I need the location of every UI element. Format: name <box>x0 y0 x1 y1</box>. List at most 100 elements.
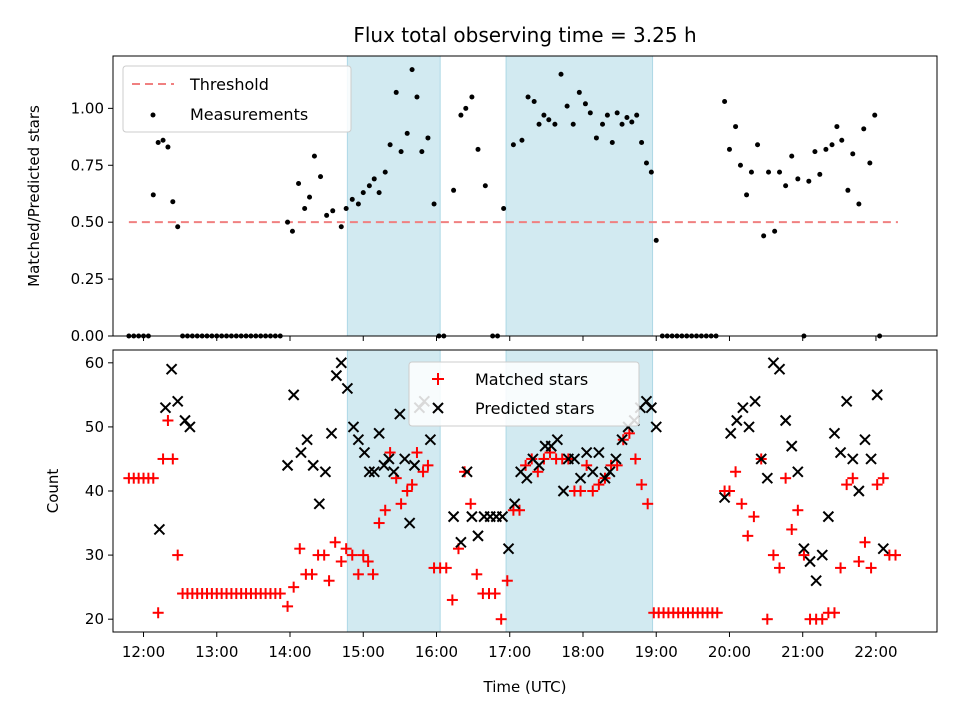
matched-point <box>288 581 300 593</box>
matched-point <box>774 562 786 574</box>
predicted-point <box>184 421 196 433</box>
matched-point <box>440 562 452 574</box>
measurement-point <box>737 162 743 168</box>
predicted-point <box>737 401 749 414</box>
predicted-point <box>574 472 587 484</box>
measurement-point <box>834 124 840 130</box>
predicted-point <box>521 472 533 484</box>
predicted-point <box>363 466 376 478</box>
measurement-point <box>541 112 547 118</box>
matched-point <box>157 453 169 465</box>
measurement-point <box>582 101 588 107</box>
measurement-point <box>587 110 593 116</box>
y-axis-label-top: Matched/Predicted stars <box>25 105 43 287</box>
predicted-point <box>599 472 611 484</box>
predicted-point <box>424 434 437 446</box>
predicted-point <box>159 401 172 414</box>
matched-point <box>636 479 648 491</box>
measurement-point <box>311 153 317 159</box>
predicted-point <box>447 510 460 523</box>
matched-point <box>792 504 804 516</box>
matched-point <box>711 607 723 619</box>
x-tick-label: 18:00 <box>561 643 604 661</box>
x-tick-label: 20:00 <box>708 643 751 661</box>
matched-point <box>828 607 840 619</box>
measurement-point <box>307 194 313 200</box>
predicted-point <box>295 446 307 459</box>
axis-ticks-top: 0.00 0.25 0.50 0.75 1.00 <box>71 99 877 345</box>
predicted-point <box>773 363 786 375</box>
predicted-point <box>877 542 889 555</box>
matched-point <box>465 498 477 510</box>
y-tick-label: 50 <box>85 418 104 436</box>
measurement-point <box>414 94 420 100</box>
predicted-point <box>822 510 835 523</box>
measurement-point <box>175 224 181 230</box>
y-tick-label: 0.00 <box>71 327 104 345</box>
measurement-point <box>867 160 873 166</box>
predicted-point <box>724 427 737 440</box>
predicted-point <box>313 498 326 510</box>
predicted-point <box>378 459 390 472</box>
x-tick-label: 22:00 <box>854 643 897 661</box>
measurement-point <box>726 146 732 152</box>
measurement-point <box>398 149 404 155</box>
predicted-point <box>810 575 822 587</box>
measurement-point <box>777 169 783 175</box>
y-tick-label: 0.25 <box>71 270 104 288</box>
matched-point <box>889 549 901 561</box>
predicted-point <box>580 446 593 459</box>
matched-point <box>340 543 352 555</box>
predicted-point <box>281 459 294 472</box>
measurement-point <box>812 149 818 155</box>
measurement-point <box>360 190 366 196</box>
measurement-point <box>519 137 525 143</box>
matched-point <box>152 607 164 619</box>
predicted-point <box>368 466 380 478</box>
measurement-point <box>531 99 537 105</box>
measurement-point <box>165 144 171 150</box>
measurement-point <box>355 201 361 207</box>
predicted-point <box>761 472 774 484</box>
measurement-point <box>789 153 795 159</box>
predicted-point <box>731 414 743 427</box>
measurement-point <box>861 126 867 132</box>
predicted-point <box>455 536 467 548</box>
measurement-point <box>766 169 772 175</box>
measurement-point <box>425 135 431 141</box>
measurement-point <box>330 208 336 214</box>
measurement-point <box>564 103 570 109</box>
measurement-point <box>614 110 620 116</box>
matched-point <box>520 459 532 471</box>
measurement-point <box>285 219 291 225</box>
measurement-point <box>845 187 851 193</box>
predicted-point <box>171 395 184 407</box>
legend-measurements-swatch <box>150 112 156 118</box>
chart-title: Flux total observing time = 3.25 h <box>353 23 696 47</box>
measurement-point <box>451 187 457 193</box>
predicted-point <box>718 491 731 504</box>
predicted-point <box>557 485 570 497</box>
measurement-point <box>761 233 767 239</box>
predicted-point <box>645 401 658 414</box>
predicted-point <box>325 427 338 440</box>
panel-counts: 12:00 13:00 14:00 15:00 16:00 17:00 18:00 19:00… <box>44 349 938 696</box>
predicted-point <box>335 357 347 369</box>
predicted-point <box>403 517 416 529</box>
matched-point <box>172 549 184 561</box>
measurement-point <box>624 114 630 120</box>
predicted-point <box>287 389 300 401</box>
predicted-point <box>373 427 385 440</box>
x-tick-label: 13:00 <box>195 643 238 661</box>
matched-point <box>611 459 623 471</box>
matched-point <box>352 568 364 580</box>
measurement-point <box>324 212 330 218</box>
measurement-point <box>733 124 739 130</box>
matched-point <box>742 530 754 542</box>
matched-point <box>629 453 641 465</box>
observing-window-1 <box>346 55 441 337</box>
predicted-point <box>847 453 859 465</box>
matched-point <box>162 415 174 426</box>
predicted-point <box>153 523 166 536</box>
plot-frame-bottom <box>112 349 938 633</box>
